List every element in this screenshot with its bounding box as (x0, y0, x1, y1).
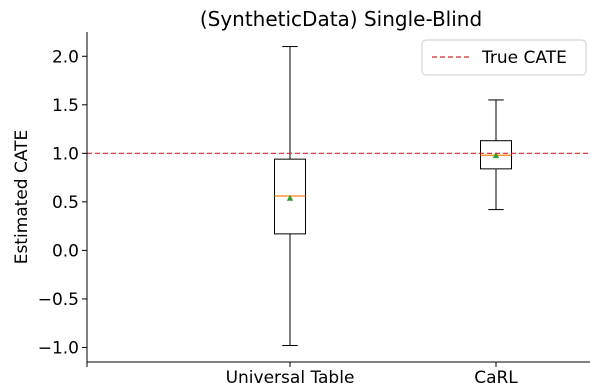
legend: True CATE (421, 39, 587, 76)
y-tick-label: 2.0 (52, 47, 79, 67)
x-axis: Universal Table CaRL (86, 361, 590, 383)
plot-area (87, 46, 590, 346)
y-tick-label: 1.5 (52, 96, 79, 116)
y-axis-label: Estimated CATE (12, 130, 32, 265)
y-tick-label: 1.0 (52, 144, 79, 164)
chart-title: (SyntheticData) Single-Blind (200, 7, 482, 31)
x-tick-label: Universal Table (226, 368, 355, 383)
mean-marker (492, 152, 500, 159)
y-tick-label: −1.0 (38, 338, 79, 358)
y-tick-label: 0.0 (52, 241, 79, 261)
x-tick-label: CaRL (474, 368, 518, 383)
box-1 (480, 99, 512, 211)
legend-label-true-cate: True CATE (481, 48, 567, 68)
legend-frame (421, 39, 587, 76)
mean-marker (286, 194, 294, 201)
y-tick-label: −0.5 (38, 290, 79, 310)
y-tick-label: 0.5 (52, 193, 79, 213)
box-0 (274, 46, 306, 346)
y-axis: −1.0 −0.5 0.0 0.5 1.0 1.5 2.0 (38, 32, 88, 362)
